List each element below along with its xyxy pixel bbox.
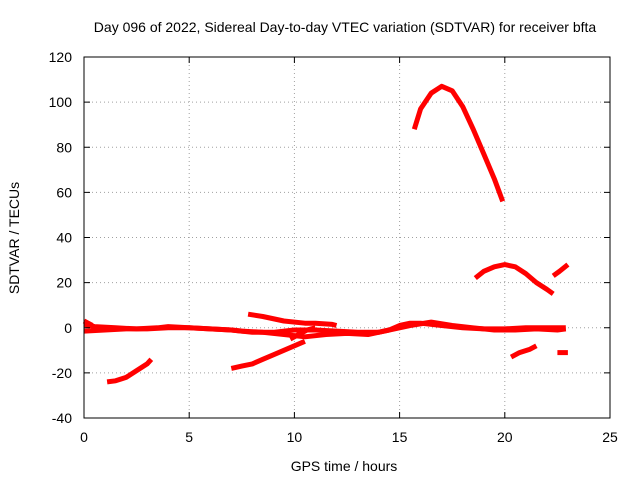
chart-title: Day 096 of 2022, Sidereal Day-to-day VTE… (94, 19, 597, 35)
y-tick-label: -40 (52, 410, 72, 426)
tick-layer: 0 5 10 15 20 25 -40 -20 0 20 40 60 80 100 120 (49, 49, 618, 445)
series-layer (82, 83, 570, 385)
x-tick-label: 25 (602, 429, 618, 445)
plot-frame (83, 56, 611, 419)
series-ascending-arc (230, 339, 306, 371)
x-tick-label: 10 (287, 429, 303, 445)
series-descending-arc (247, 311, 338, 328)
series-arc-start (82, 318, 94, 328)
y-tick-label: 0 (64, 320, 72, 336)
y-tick-label: 100 (49, 94, 73, 110)
x-tick-label: 0 (80, 429, 88, 445)
y-axis-label: SDTVAR / TECUs (6, 182, 22, 294)
x-tick-label: 20 (497, 429, 513, 445)
y-tick-label: 20 (56, 275, 72, 291)
x-axis-label: GPS time / hours (291, 458, 398, 474)
series-late-rising (551, 262, 570, 278)
grid-layer (84, 57, 610, 418)
series-arc-10h (289, 325, 317, 342)
y-tick-label: 60 (56, 184, 72, 200)
series-early-negative (106, 357, 154, 385)
y-tick-label: 120 (49, 49, 73, 65)
series-late-negative (509, 343, 538, 360)
y-tick-label: -20 (52, 365, 72, 381)
y-tick-label: 80 (56, 139, 72, 155)
series-hump-20h (473, 262, 555, 296)
series-baseline-b (83, 319, 567, 335)
series-large-peak (411, 83, 506, 203)
x-tick-label: 15 (392, 429, 408, 445)
x-tick-label: 5 (185, 429, 193, 445)
y-tick-label: 40 (56, 230, 72, 246)
